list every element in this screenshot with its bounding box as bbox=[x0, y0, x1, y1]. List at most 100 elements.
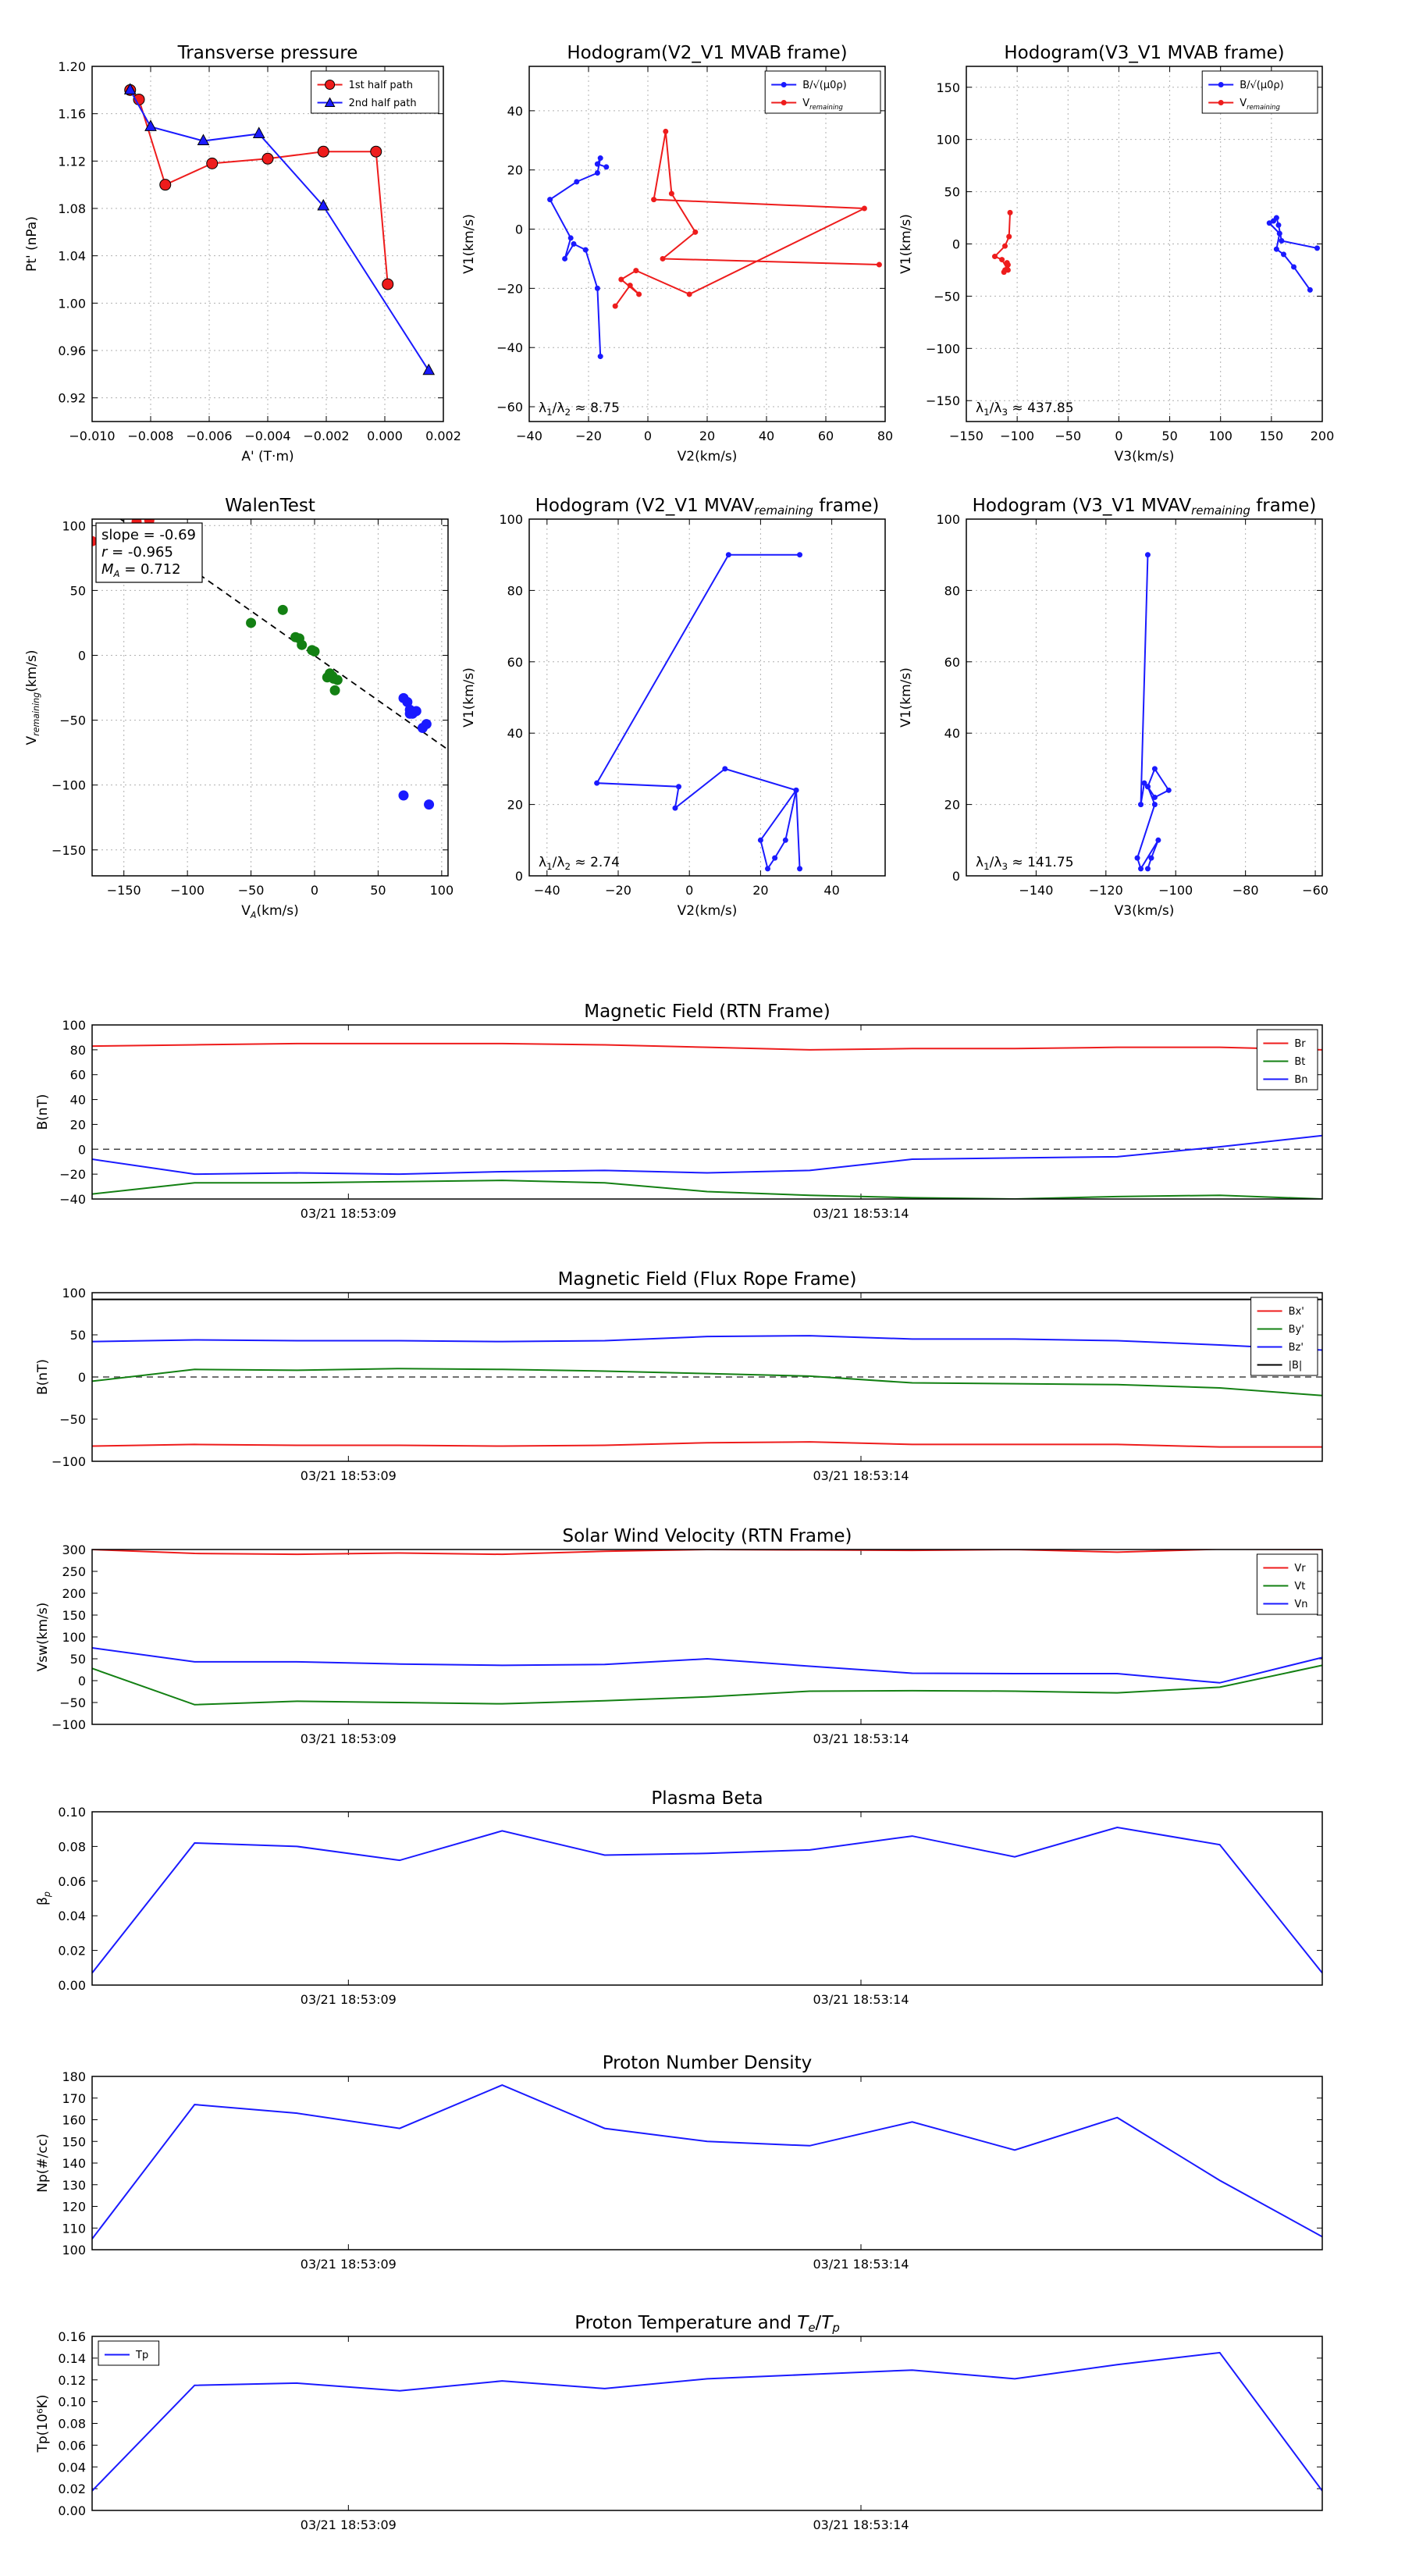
x-tick-label: 50 bbox=[1161, 429, 1177, 443]
series-v-remaining bbox=[991, 209, 1013, 276]
x-tick-label: −150 bbox=[107, 883, 141, 898]
data-point bbox=[567, 235, 574, 241]
annotation-box bbox=[95, 522, 203, 583]
y-axis-label: V1(km/s) bbox=[898, 667, 914, 728]
chart-hodogram-v3v1-mvav: Hodogram (V3_V1 MVAVremaining​ frame) 0 20… bbox=[898, 496, 1329, 919]
axes-frame bbox=[91, 1292, 1323, 1462]
axes-frame bbox=[91, 2336, 1323, 2511]
x-tick-label: 03/21 18:53:09 bbox=[301, 2517, 397, 2532]
plot-area bbox=[547, 128, 882, 360]
y-tick-label: 100 bbox=[499, 512, 523, 527]
series-line bbox=[92, 1042, 1322, 1051]
x-tick-label: 03/21 18:53:14 bbox=[813, 1992, 909, 2007]
data-point bbox=[663, 128, 669, 134]
y-tick-label: 20 bbox=[944, 798, 960, 813]
y-tick-label: 0.92 bbox=[58, 391, 86, 406]
x-tick-label: −60 bbox=[1302, 883, 1329, 898]
data-point bbox=[317, 145, 329, 158]
legend-label: By' bbox=[1289, 1324, 1304, 1336]
legend: Bx' By' Bz' |B| bbox=[1250, 1297, 1318, 1376]
x-axis-label: V2(km/s) bbox=[678, 449, 738, 464]
legend-label: Vr bbox=[1294, 1563, 1306, 1574]
series-2nd-half-path bbox=[123, 83, 436, 375]
data-point bbox=[197, 133, 210, 146]
x-tick-label: 03/21 18:53:09 bbox=[301, 1992, 397, 2007]
chart-solar-wind-velocity: Solar Wind Velocity (RTN Frame) −100 −50 0 5… bbox=[35, 1526, 1323, 1746]
y-tick-label: 50 bbox=[70, 1652, 86, 1667]
axes-frame bbox=[528, 518, 886, 877]
chart-title: Plasma Beta bbox=[651, 1788, 763, 1809]
chart-title: Hodogram (V2_V1 MVAVremaining​ frame) bbox=[535, 496, 880, 518]
data-point bbox=[627, 283, 633, 289]
data-point bbox=[597, 155, 603, 162]
y-tick-label: −150 bbox=[926, 393, 960, 408]
data-point bbox=[1144, 784, 1151, 790]
axes-frame bbox=[91, 1024, 1323, 1200]
legend-frame bbox=[98, 2340, 160, 2366]
y-axis-label: V1(km/s) bbox=[461, 214, 477, 274]
y-tick-label: 40 bbox=[507, 104, 523, 119]
y-tick-label: 0.08 bbox=[58, 1839, 86, 1854]
series-line bbox=[92, 2351, 1322, 2492]
annotation: λ1​/λ2​ ≈ 8.75 bbox=[539, 400, 620, 418]
y-tick-label: 0 bbox=[952, 869, 960, 884]
series-trace bbox=[594, 552, 803, 872]
x-tick-label: −0.006 bbox=[186, 429, 232, 443]
data-point bbox=[1138, 866, 1144, 872]
series-bn bbox=[92, 1134, 1322, 1176]
x-tick-label: 03/21 18:53:09 bbox=[301, 1468, 397, 1483]
x-tick-label: 0 bbox=[644, 429, 652, 443]
data-point bbox=[782, 837, 788, 843]
data-point bbox=[594, 170, 600, 176]
series-vr bbox=[92, 1550, 1322, 1556]
legend-marker bbox=[324, 97, 336, 107]
series-b-0- bbox=[1266, 215, 1320, 293]
legend-label: Br bbox=[1294, 1038, 1306, 1050]
plot-area bbox=[991, 209, 1320, 293]
y-tick-label: 80 bbox=[507, 583, 523, 598]
data-point bbox=[651, 197, 657, 203]
data-point bbox=[1314, 245, 1320, 251]
x-axis-label: VA​(km/s) bbox=[241, 903, 298, 920]
series-line bbox=[92, 1335, 1322, 1351]
y-tick-label: 100 bbox=[62, 518, 86, 533]
x-tick-label: 60 bbox=[818, 429, 834, 443]
plot-area bbox=[92, 1298, 1322, 1448]
series-line bbox=[614, 131, 880, 307]
x-tick-label: 03/21 18:53:09 bbox=[301, 1206, 397, 1221]
x-tick-label: −0.002 bbox=[303, 429, 349, 443]
legend-label: Bx' bbox=[1289, 1306, 1304, 1318]
chart-hodogram-v3v1-mvab: Hodogram(V3_V1 MVAB frame) −150 −100 −50 0 50… bbox=[898, 43, 1334, 464]
y-tick-label: 0.10 bbox=[58, 1805, 86, 1820]
annotation-line: r = -0.965 bbox=[101, 544, 173, 560]
series-vt bbox=[92, 1664, 1322, 1706]
y-tick-label: 0.00 bbox=[58, 2503, 86, 2518]
data-point bbox=[676, 784, 682, 790]
y-tick-label: 180 bbox=[62, 2069, 86, 2084]
y-tick-label: −100 bbox=[52, 778, 86, 793]
legend: B/√(μ0ρ) Vremaining​ bbox=[1201, 70, 1318, 114]
data-point bbox=[1134, 855, 1140, 861]
plot-area bbox=[92, 2084, 1322, 2240]
legend: B/√(μ0ρ) Vremaining​ bbox=[764, 70, 881, 114]
data-point bbox=[317, 198, 330, 211]
x-tick-label: −80 bbox=[1232, 883, 1259, 898]
y-tick-label: 250 bbox=[62, 1564, 86, 1579]
legend-marker bbox=[325, 80, 336, 90]
y-tick-label: 0.06 bbox=[58, 2438, 86, 2453]
chart-title: Hodogram (V3_V1 MVAVremaining​ frame) bbox=[973, 496, 1317, 518]
chart-title: Hodogram(V2_V1 MVAB frame) bbox=[567, 43, 847, 63]
y-axis-label: Tp(10⁶K) bbox=[35, 2394, 51, 2453]
chart-title: WalenTest bbox=[225, 496, 315, 516]
legend: Vr Vt Vn bbox=[1256, 1553, 1318, 1615]
x-tick-label: 03/21 18:53:09 bbox=[301, 1731, 397, 1746]
x-tick-label: 20 bbox=[752, 883, 768, 898]
y-tick-label: 110 bbox=[62, 2221, 86, 2236]
data-point bbox=[547, 197, 553, 203]
legend-marker bbox=[1218, 100, 1224, 105]
data-point bbox=[307, 645, 318, 656]
annotation: λ1​/λ3​ ≈ 141.75 bbox=[976, 855, 1074, 872]
legend-label: B/√(μ0ρ) bbox=[1240, 80, 1284, 91]
x-axis-label: V3(km/s) bbox=[1115, 903, 1175, 919]
data-point bbox=[1005, 262, 1011, 268]
